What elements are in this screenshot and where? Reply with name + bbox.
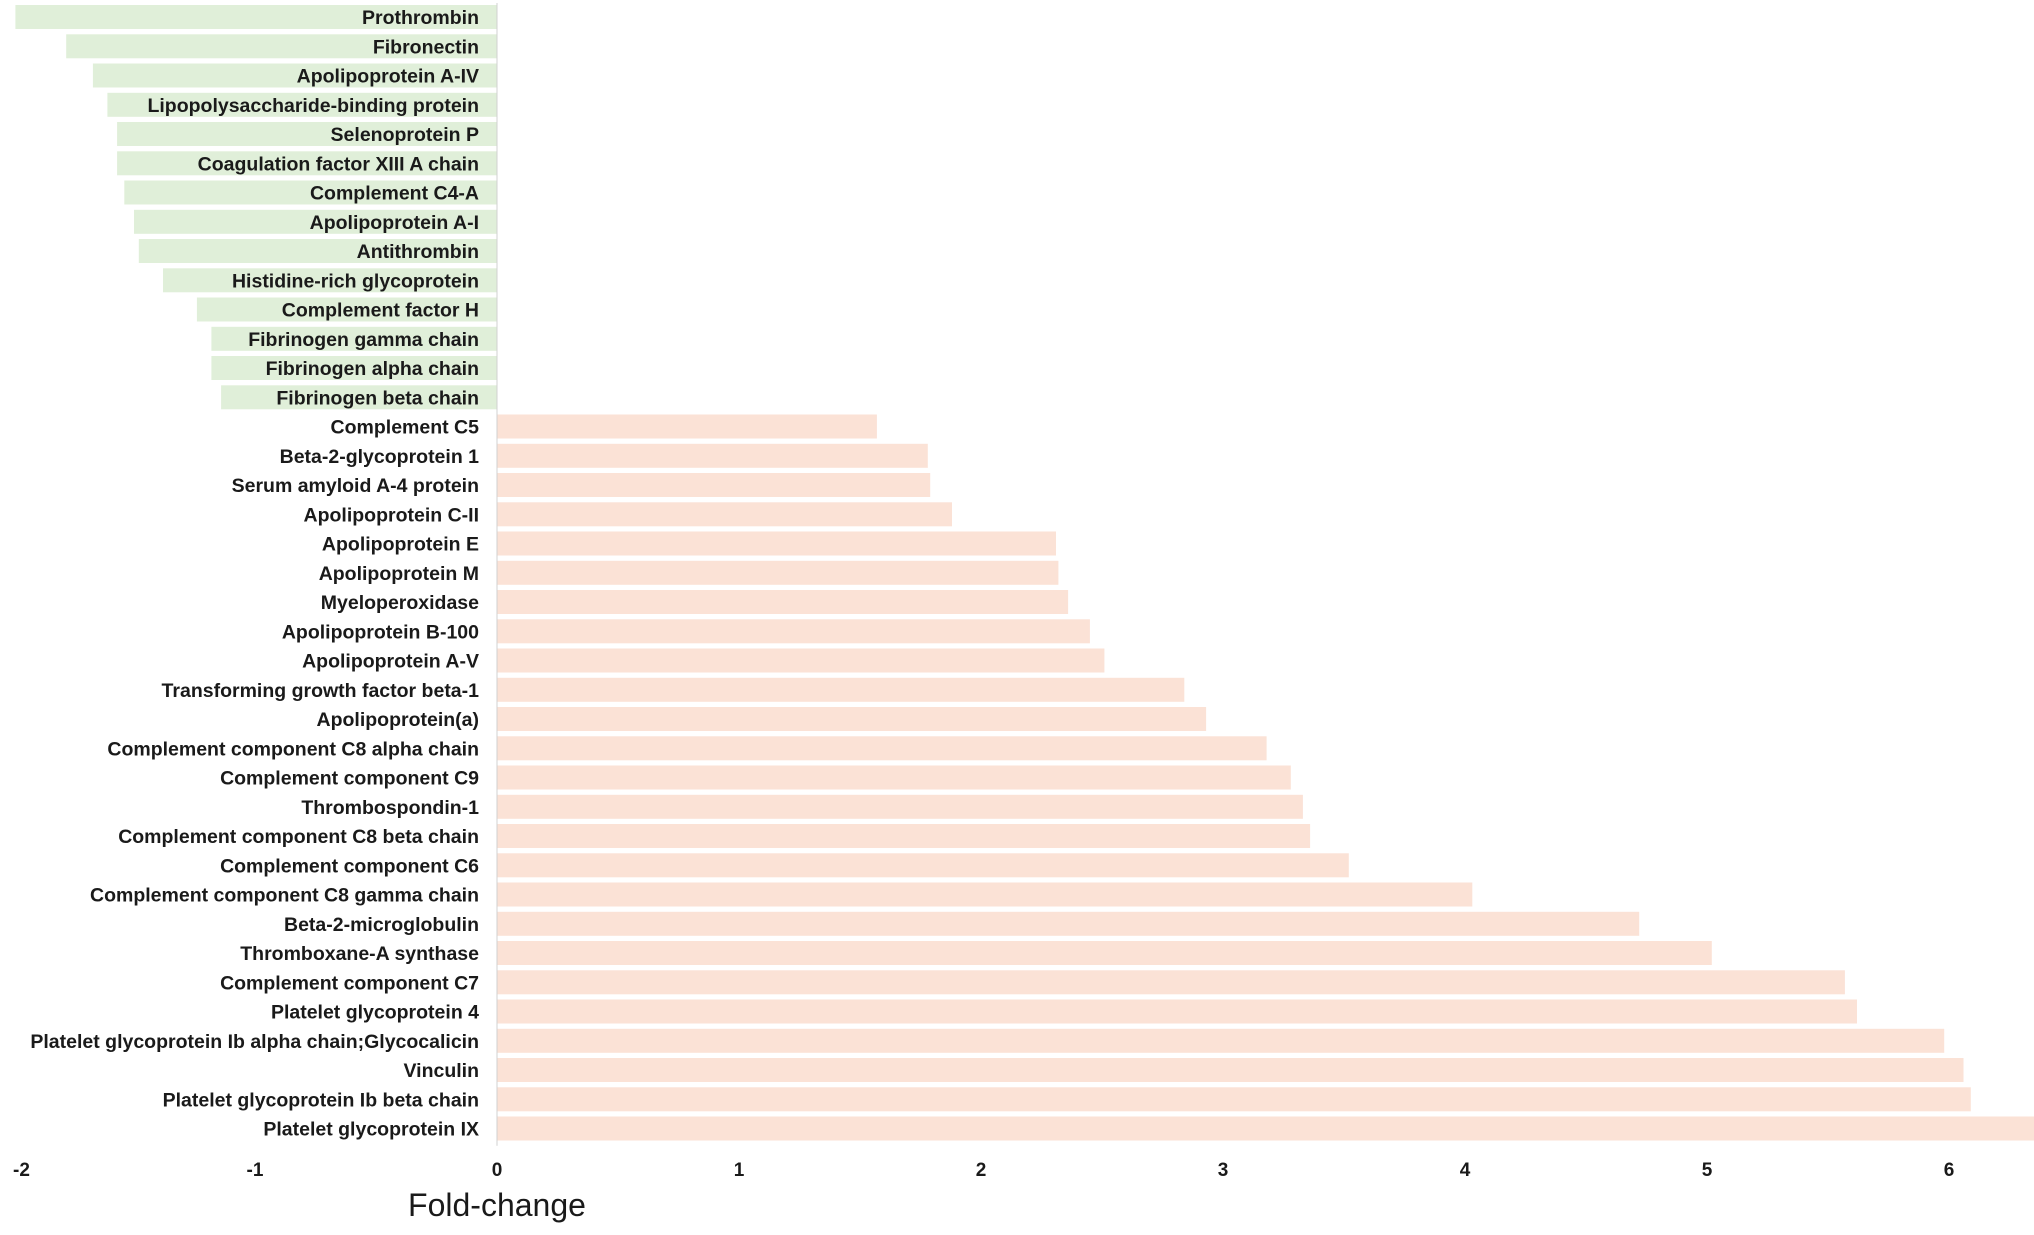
category-label: Beta-2-glycoprotein 1 <box>280 446 480 468</box>
bar <box>107 92 498 117</box>
category-label: Apolipoprotein A-IV <box>297 66 479 88</box>
category-label: Complement factor H <box>282 300 479 322</box>
bar <box>497 1058 1964 1082</box>
bar <box>497 590 1069 614</box>
bar <box>497 736 1267 761</box>
bar <box>497 824 1311 848</box>
category-label: Complement component C9 <box>220 768 479 790</box>
bar <box>497 619 1090 644</box>
category-label: Complement component C7 <box>220 972 479 994</box>
category-label: Apolipoprotein E <box>322 534 479 556</box>
bar <box>497 648 1105 673</box>
bar <box>497 502 952 527</box>
bar <box>497 1087 1971 1112</box>
category-label: Apolipoprotein C-II <box>304 504 479 526</box>
bar <box>138 239 498 263</box>
category-label: Coagulation factor XIII A chain <box>198 153 479 175</box>
bar <box>211 326 497 351</box>
x-tick-label: -1 <box>247 1160 264 1181</box>
category-label: Prothrombin <box>362 7 479 29</box>
bar <box>497 560 1059 585</box>
category-label: Fibronectin <box>373 36 479 58</box>
bar <box>497 853 1349 878</box>
category-label: Thrombospondin-1 <box>301 797 479 819</box>
x-tick-label: 1 <box>734 1160 745 1181</box>
x-tick-label: 0 <box>492 1160 503 1181</box>
category-label: Myeloperoxidase <box>321 592 479 614</box>
bar <box>15 5 498 29</box>
bar <box>211 356 497 380</box>
category-label: Platelet glycoprotein Ib beta chain <box>163 1089 479 1111</box>
bar <box>497 911 1640 936</box>
bar <box>497 970 1845 995</box>
bar <box>221 385 497 410</box>
category-label: Apolipoprotein A-I <box>310 212 479 234</box>
category-label: Antithrombin <box>357 241 479 263</box>
category-label: Complement component C8 alpha chain <box>107 738 479 760</box>
category-label: Fibrinogen gamma chain <box>248 329 479 351</box>
category-label: Selenoprotein P <box>331 124 479 146</box>
bar <box>163 268 497 293</box>
category-label: Platelet glycoprotein IX <box>263 1119 479 1141</box>
category-labels: Prothrombin Fibronectin Apolipoprotein A-I… <box>30 7 479 1141</box>
category-label: Vinculin <box>404 1060 480 1082</box>
x-axis-ticks: -2 -1 0 1 2 3 4 5 6 <box>13 1160 1954 1181</box>
bar <box>497 473 931 497</box>
category-label: Complement C5 <box>331 417 480 439</box>
bar <box>92 63 498 88</box>
category-label: Lipopolysaccharide-binding protein <box>147 95 479 117</box>
x-tick-label: 5 <box>1702 1160 1713 1181</box>
x-tick-label: -2 <box>13 1160 30 1181</box>
bar <box>497 794 1303 819</box>
category-label: Complement component C6 <box>220 855 479 877</box>
bar <box>497 1028 1945 1053</box>
category-label: Fibrinogen alpha chain <box>266 358 479 380</box>
bar <box>117 151 497 176</box>
bar <box>497 941 1712 965</box>
bar <box>497 882 1473 907</box>
bar <box>134 209 497 234</box>
x-tick-label: 3 <box>1218 1160 1229 1181</box>
category-label: Apolipoprotein B-100 <box>282 621 479 643</box>
category-label: Platelet glycoprotein 4 <box>271 1002 479 1024</box>
bar <box>497 677 1185 702</box>
bars-layer <box>15 5 2034 1141</box>
bar <box>497 443 928 468</box>
category-label: Beta-2-microglobulin <box>284 914 479 936</box>
bar <box>497 707 1207 731</box>
category-label: Complement component C8 gamma chain <box>90 885 479 907</box>
x-tick-label: 4 <box>1460 1160 1471 1181</box>
x-tick-label: 2 <box>976 1160 987 1181</box>
bar <box>497 765 1291 790</box>
bar <box>66 34 497 59</box>
category-label: Thromboxane-A synthase <box>240 943 479 965</box>
category-label: Transforming growth factor beta-1 <box>162 680 480 702</box>
category-label: Platelet glycoprotein Ib alpha chain;Gly… <box>30 1031 479 1053</box>
category-label: Complement component C8 beta chain <box>118 826 479 848</box>
x-tick-label: 6 <box>1944 1160 1955 1181</box>
bar <box>497 531 1056 556</box>
x-axis-title: Fold-change <box>408 1187 586 1223</box>
category-label: Apolipoprotein(a) <box>317 709 479 731</box>
category-label: Histidine-rich glycoprotein <box>232 270 479 292</box>
bar <box>117 122 497 146</box>
bar <box>196 297 497 322</box>
bar <box>497 1116 2034 1141</box>
bar <box>497 999 1857 1024</box>
category-label: Serum amyloid A-4 protein <box>232 475 479 497</box>
bar <box>124 180 498 205</box>
category-label: Apolipoprotein A-V <box>302 651 479 673</box>
bar <box>497 414 877 439</box>
category-label: Complement C4-A <box>310 183 479 205</box>
category-label: Fibrinogen beta chain <box>276 387 479 409</box>
category-label: Apolipoprotein M <box>319 563 479 585</box>
